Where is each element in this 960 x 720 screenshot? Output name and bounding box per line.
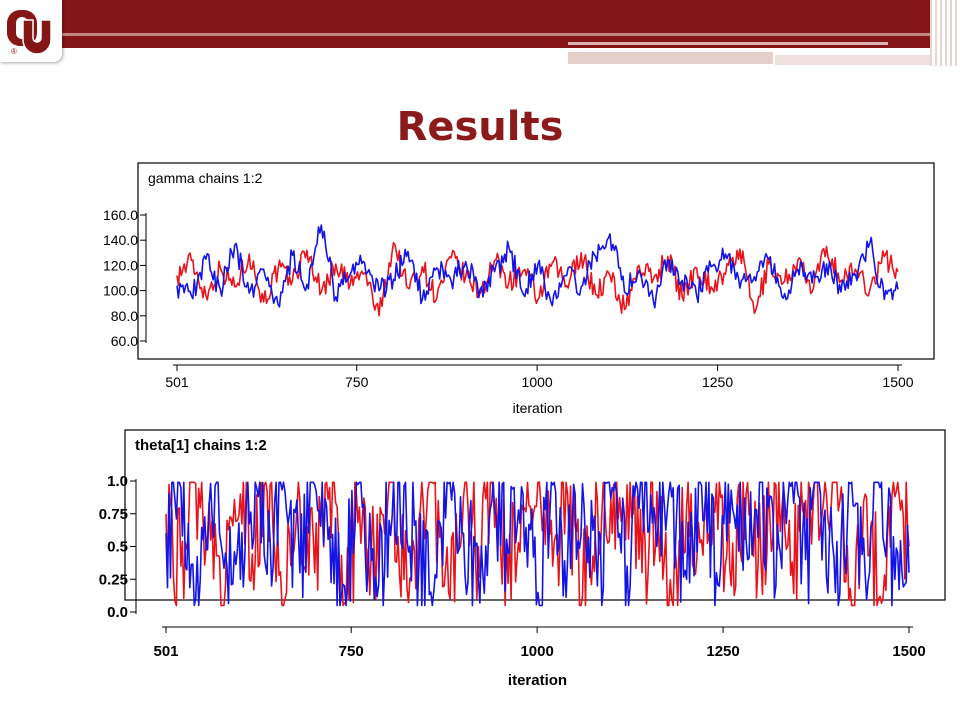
x-ticks: 501 750 1000 1250 1500 (153, 627, 926, 660)
x-tick-label: 1250 (702, 374, 733, 390)
y-tick-label: 0.25 (99, 571, 128, 588)
y-ticks: 60.0 80.0 100.0 120.0 140.0 160.0 (103, 207, 146, 349)
slide-title: Results (396, 104, 564, 150)
header-stripe (775, 55, 940, 65)
series-line-2 (176, 224, 899, 309)
plot-frame (137, 162, 935, 360)
x-tick-label: 1000 (520, 643, 553, 660)
series-line-2 (165, 481, 910, 607)
plot-frame (124, 429, 946, 601)
series-line-1 (176, 241, 899, 317)
y-tick-label: 80.0 (111, 308, 138, 324)
x-tick-label: 750 (339, 643, 364, 660)
header-stripe (568, 52, 773, 64)
series-line-1 (165, 481, 910, 607)
x-tick-label: 1500 (882, 374, 913, 390)
gamma-trace-chart: gamma chains 1:2 60.0 80.0 100.0 120.0 140.0… (103, 162, 935, 416)
y-tick-label: 0.75 (99, 506, 128, 523)
header-decoration (930, 0, 960, 66)
header-stripe (568, 42, 888, 45)
header-bar (0, 0, 960, 48)
y-ticks: 0.0 0.25 0.5 0.75 1.0 (99, 473, 136, 621)
x-tick-label: 1500 (892, 643, 925, 660)
y-tick-label: 0.5 (107, 539, 128, 556)
series-group (165, 481, 910, 607)
svg-text:®: ® (11, 47, 17, 56)
x-axis-label: iteration (513, 400, 563, 416)
x-ticks: 501 750 1000 1250 1500 (165, 365, 914, 390)
y-tick-label: 120.0 (103, 257, 138, 273)
y-tick-label: 140.0 (103, 232, 138, 248)
x-tick-label: 1000 (522, 374, 553, 390)
x-tick-label: 750 (345, 374, 369, 390)
y-tick-label: 100.0 (103, 283, 138, 299)
x-axis-label: iteration (508, 672, 567, 689)
logo: ® (0, 0, 62, 62)
header-stripe (60, 33, 940, 36)
chart-title: gamma chains 1:2 (148, 170, 263, 186)
x-tick-label: 501 (153, 643, 178, 660)
theta-trace-chart: theta[1] chains 1:2 0.0 0.25 0.5 0.75 1.0 50… (99, 429, 946, 689)
x-tick-label: 1250 (706, 643, 739, 660)
ou-logo-icon: ® (7, 10, 52, 56)
y-tick-label: 160.0 (103, 207, 138, 223)
y-tick-label: 1.0 (107, 473, 128, 490)
x-tick-label: 501 (165, 374, 189, 390)
y-tick-label: 60.0 (111, 333, 138, 349)
series-group (176, 224, 899, 317)
chart-title: theta[1] chains 1:2 (135, 437, 267, 454)
y-tick-label: 0.0 (107, 604, 128, 621)
